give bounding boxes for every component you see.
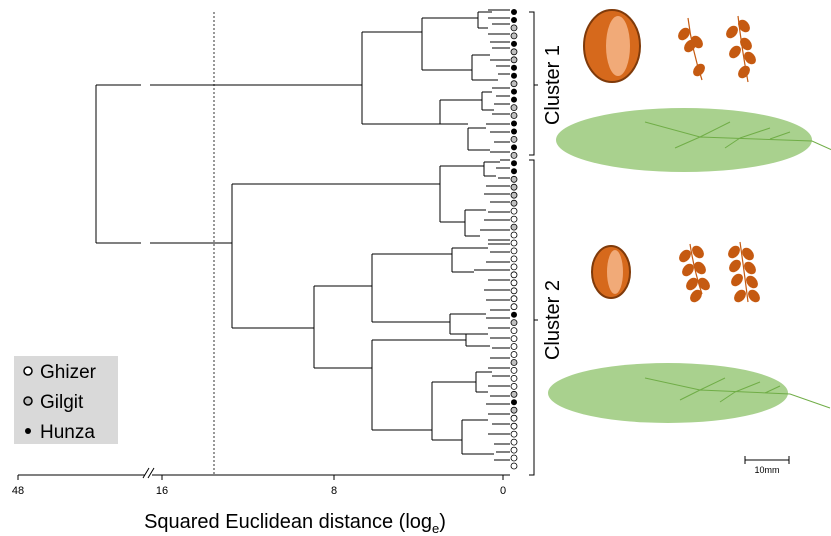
leaf-marker xyxy=(510,414,518,422)
leaf-marker xyxy=(510,366,518,374)
scale-bar: 10mm xyxy=(744,456,790,475)
leaf-marker xyxy=(511,40,517,47)
leaf-marker xyxy=(510,454,518,462)
leaf-marker xyxy=(510,374,518,382)
leaf-marker xyxy=(510,247,518,255)
leaf-marker xyxy=(510,112,518,119)
leaf-marker xyxy=(510,446,518,454)
leaf-marker xyxy=(510,438,518,446)
leaf-marker xyxy=(510,343,518,350)
x-axis-label: Squared Euclidean distance (loge) xyxy=(144,511,446,536)
leaf-marker xyxy=(511,128,517,135)
leaf-markers xyxy=(510,9,518,470)
leaf-marker xyxy=(511,160,517,167)
cluster2-seed-icon xyxy=(591,245,631,299)
cluster2-branch xyxy=(231,183,440,329)
leaf-marker xyxy=(510,104,518,111)
leaf-marker xyxy=(511,64,517,71)
x-tick-48: 48 xyxy=(12,485,24,497)
leaf-marker xyxy=(510,255,518,263)
leaf-marker xyxy=(510,199,518,207)
cluster2-label: Cluster 2 xyxy=(542,280,564,360)
x-tick-0: 0 xyxy=(500,485,506,497)
leaf-marker xyxy=(510,287,518,295)
leaf-marker xyxy=(510,462,518,470)
leaf-marker xyxy=(510,151,518,159)
leaf-marker xyxy=(511,72,517,79)
cluster1-branch xyxy=(361,31,440,125)
cluster1-bracket xyxy=(529,11,538,156)
leaf-marker xyxy=(510,279,518,287)
axis-break-mark xyxy=(142,467,155,479)
leaf-marker xyxy=(510,422,518,430)
gilgit-marker xyxy=(23,396,33,406)
cluster1-seed-icon xyxy=(583,9,641,83)
leaf-marker xyxy=(511,168,517,175)
leaf-marker xyxy=(511,144,517,151)
leaf-marker xyxy=(510,215,518,223)
leaf-marker xyxy=(511,399,517,406)
leaf-marker xyxy=(511,311,517,318)
legend: Ghizer Gilgit Hunza xyxy=(14,356,118,444)
x-tick-8: 8 xyxy=(331,485,337,497)
cluster2-leaf-icon xyxy=(548,363,831,423)
ghizer-marker xyxy=(23,366,33,376)
cluster1-leaf-icon xyxy=(556,108,831,172)
leaf-marker xyxy=(510,56,518,64)
leaf-marker xyxy=(510,406,518,414)
leaf-marker xyxy=(510,223,518,231)
leaf-marker xyxy=(510,303,518,311)
cluster1-label: Cluster 1 xyxy=(542,45,564,125)
leaf-marker xyxy=(510,430,518,438)
leaf-marker xyxy=(510,351,518,358)
leaf-marker xyxy=(510,80,518,88)
legend-hunza-label: Hunza xyxy=(40,422,95,443)
leaf-marker xyxy=(510,382,518,390)
leaf-marker xyxy=(510,295,518,303)
leaf-marker xyxy=(511,17,517,23)
dendrogram-tree xyxy=(95,9,510,461)
leaf-marker xyxy=(510,135,518,143)
cluster2-bracket xyxy=(529,159,538,476)
cluster2-fruit-bunch-icon xyxy=(679,241,760,303)
leaf-marker xyxy=(510,48,518,56)
legend-gilgit-label: Gilgit xyxy=(40,392,84,413)
leaf-marker xyxy=(510,207,518,215)
x-axis: 48 16 8 0 Squared Euclidean distance (lo… xyxy=(12,467,510,536)
leaf-marker xyxy=(510,239,518,247)
leaf-marker xyxy=(510,263,518,271)
leaf-marker xyxy=(511,96,517,103)
leaf-marker xyxy=(511,88,517,95)
root-branch xyxy=(95,84,362,244)
legend-ghizer-label: Ghizer xyxy=(40,362,97,383)
leaf-marker xyxy=(510,327,518,335)
leaf-marker xyxy=(510,390,518,398)
leaf-marker xyxy=(511,120,517,127)
leaf-marker xyxy=(510,359,518,366)
leaf-marker xyxy=(510,191,518,199)
leaf-marker xyxy=(510,271,518,279)
leaf-marker xyxy=(510,183,518,191)
leaf-marker xyxy=(510,231,518,239)
leaf-marker xyxy=(510,335,518,343)
leaf-marker xyxy=(510,24,518,32)
leaf-marker xyxy=(510,175,518,183)
leaf-marker xyxy=(510,32,518,40)
scale-bar-label: 10mm xyxy=(754,465,779,475)
cluster1-fruit-bunch-icon xyxy=(678,15,756,83)
leaf-marker xyxy=(511,9,517,15)
hunza-marker xyxy=(25,428,31,434)
x-tick-16: 16 xyxy=(156,485,168,497)
leaf-marker xyxy=(510,319,518,327)
